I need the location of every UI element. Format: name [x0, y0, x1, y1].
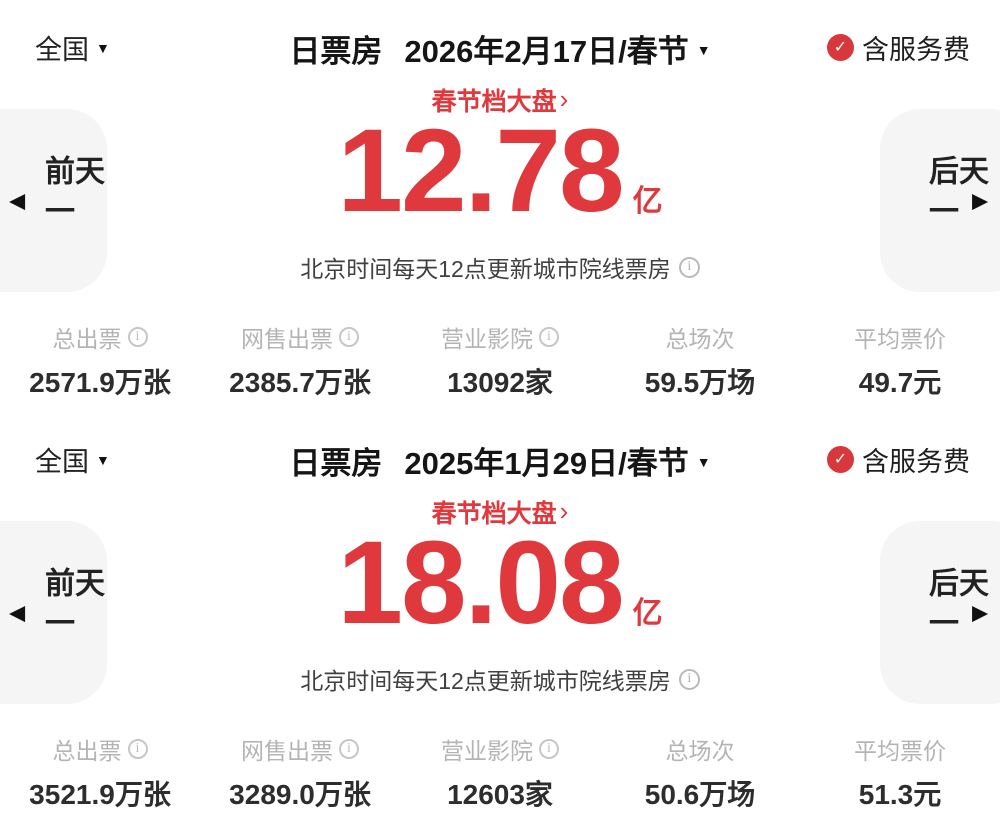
next-day-button[interactable]: ▶ 后一天: [880, 109, 1000, 292]
stat-value: 3521.9万张: [29, 779, 171, 810]
stat-total-tickets: 总出票 i 3521.9万张: [0, 732, 200, 813]
date-label: 2026年2月17日/春节: [404, 33, 689, 69]
chevron-down-icon: ▼: [696, 454, 711, 470]
stat-value: 49.7元: [858, 367, 942, 398]
stat-value: 51.3元: [858, 779, 942, 810]
next-day-label: 后一天: [924, 566, 987, 647]
amount-unit: 亿: [632, 185, 663, 218]
chevron-right-icon: ›: [559, 83, 569, 114]
check-icon: ✓: [827, 34, 854, 61]
stats-row: 总出票 i 2571.9万张 网售出票 i 2385.7万张 营业影院 i 13092…: [0, 320, 1000, 401]
stat-value: 50.6万场: [644, 779, 756, 810]
next-day-button[interactable]: ▶ 后一天: [880, 521, 1000, 704]
stat-value: 2385.7万张: [229, 367, 371, 398]
service-fee-label: 含服务费: [862, 447, 970, 477]
box-office-amount: 18.08 亿: [0, 516, 1000, 656]
stat-value: 13092家: [447, 367, 553, 398]
region-selector[interactable]: 全国 ▼: [35, 440, 110, 479]
stat-online-tickets: 网售出票 i 3289.0万张: [200, 732, 400, 813]
campaign-link-label: 春节档大盘: [431, 88, 557, 116]
campaign-link-label: 春节档大盘: [431, 500, 557, 528]
campaign-link[interactable]: 春节档大盘 ›: [0, 82, 1000, 118]
amount-value: 18.08: [337, 517, 624, 649]
box-office-amount: 12.78 亿: [0, 104, 1000, 244]
chevron-down-icon: ▼: [96, 39, 110, 56]
stat-online-tickets: 网售出票 i 2385.7万张: [200, 320, 400, 401]
prev-day-label: 前一天: [40, 566, 103, 647]
amount-value: 12.78: [337, 105, 624, 237]
panel-header: 全国 ▼ 日票房 2026年2月17日/春节 ▼ ✓ 含服务费: [0, 28, 1000, 69]
amount-unit: 亿: [632, 597, 663, 630]
date-title[interactable]: 日票房 2026年2月17日/春节 ▼: [0, 28, 1000, 69]
chevron-down-icon: ▼: [96, 451, 110, 468]
region-selector[interactable]: 全国 ▼: [35, 28, 110, 67]
stat-value: 2571.9万张: [29, 367, 171, 398]
prev-day-button[interactable]: ◀ 前一天: [0, 109, 107, 292]
region-label: 全国: [35, 35, 89, 65]
prev-day-button[interactable]: ◀ 前一天: [0, 521, 107, 704]
arrow-left-icon: ◀: [9, 189, 26, 212]
check-icon: ✓: [827, 446, 854, 473]
date-label: 2025年1月29日/春节: [404, 445, 689, 481]
arrow-right-icon: ▶: [972, 601, 989, 624]
stats-row: 总出票 i 3521.9万张 网售出票 i 3289.0万张 营业影院 i 12603…: [0, 732, 1000, 813]
service-fee-toggle[interactable]: ✓ 含服务费: [827, 28, 970, 67]
stat-total-tickets: 总出票 i 2571.9万张: [0, 320, 200, 401]
info-icon[interactable]: i: [539, 327, 559, 347]
stat-total-screenings: 总场次i 50.6万场: [600, 732, 800, 813]
info-icon[interactable]: i: [339, 739, 359, 759]
info-icon[interactable]: i: [678, 668, 700, 690]
next-day-label: 后一天: [924, 154, 987, 235]
update-note: 北京时间每天12点更新城市院线票房 i: [0, 662, 1000, 696]
panel-header: 全国 ▼ 日票房 2025年1月29日/春节 ▼ ✓ 含服务费: [0, 440, 1000, 481]
stat-avg-ticket-price: 平均票价i 49.7元: [800, 320, 1000, 401]
arrow-left-icon: ◀: [9, 601, 26, 624]
info-icon[interactable]: i: [678, 256, 700, 278]
stat-open-cinemas: 营业影院 i 12603家: [400, 732, 600, 813]
prev-day-label: 前一天: [40, 154, 103, 235]
metric-label: 日票房: [289, 445, 383, 481]
campaign-link[interactable]: 春节档大盘 ›: [0, 494, 1000, 530]
info-icon[interactable]: i: [127, 327, 148, 347]
service-fee-toggle[interactable]: ✓ 含服务费: [827, 440, 970, 479]
stat-avg-ticket-price: 平均票价i 51.3元: [800, 732, 1000, 813]
info-icon[interactable]: i: [539, 739, 559, 759]
box-office-panel-2026: 全国 ▼ 日票房 2026年2月17日/春节 ▼ ✓ 含服务费 春节档大盘 › …: [0, 28, 1000, 401]
arrow-right-icon: ▶: [972, 189, 989, 212]
update-note-text: 北京时间每天12点更新城市院线票房: [300, 668, 671, 694]
chevron-down-icon: ▼: [696, 42, 711, 58]
stat-value: 3289.0万张: [229, 779, 371, 810]
box-office-panel-2025: 全国 ▼ 日票房 2025年1月29日/春节 ▼ ✓ 含服务费 春节档大盘 › …: [0, 412, 1000, 820]
stat-open-cinemas: 营业影院 i 13092家: [400, 320, 600, 401]
stat-value: 12603家: [447, 779, 553, 810]
update-note-text: 北京时间每天12点更新城市院线票房: [300, 256, 671, 282]
update-note: 北京时间每天12点更新城市院线票房 i: [0, 250, 1000, 284]
metric-label: 日票房: [289, 33, 383, 69]
info-icon[interactable]: i: [127, 739, 148, 759]
stat-value: 59.5万场: [644, 367, 756, 398]
stat-total-screenings: 总场次i 59.5万场: [600, 320, 800, 401]
service-fee-label: 含服务费: [862, 35, 970, 65]
region-label: 全国: [35, 447, 89, 477]
info-icon[interactable]: i: [339, 327, 359, 347]
chevron-right-icon: ›: [559, 495, 569, 526]
date-title[interactable]: 日票房 2025年1月29日/春节 ▼: [0, 440, 1000, 481]
